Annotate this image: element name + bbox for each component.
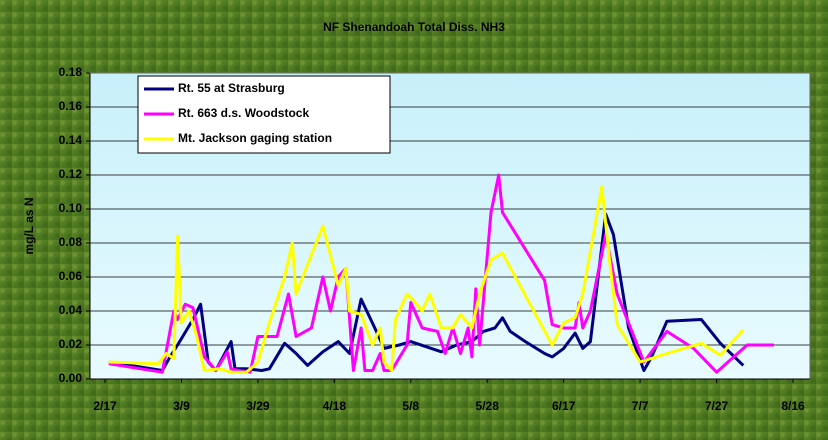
- x-tick-label: 3/29: [246, 399, 270, 413]
- x-tick-label: 7/7: [632, 399, 649, 413]
- x-tick-label: 7/27: [705, 399, 729, 413]
- legend-box: [137, 75, 391, 154]
- x-tick-label: 6/17: [552, 399, 576, 413]
- y-tick-label: 0.18: [59, 65, 83, 79]
- y-tick-label: 0.04: [59, 303, 83, 317]
- y-tick-label: 0.16: [59, 99, 83, 113]
- y-tick-label: 0.12: [59, 167, 83, 181]
- x-tick-label: 5/8: [402, 399, 419, 413]
- y-tick-label: 0.00: [59, 371, 83, 385]
- y-axis-label: mg/L as N: [22, 197, 36, 254]
- y-tick-label: 0.02: [59, 337, 83, 351]
- x-tick-label: 2/17: [93, 399, 117, 413]
- y-tick-label: 0.08: [59, 235, 83, 249]
- series-line: [108, 173, 774, 374]
- x-tick-label: 5/28: [476, 399, 500, 413]
- x-tick-label: 4/18: [323, 399, 347, 413]
- x-tick-label: 3/9: [173, 399, 190, 413]
- chart-title: NF Shenandoah Total Diss. NH3: [323, 20, 505, 34]
- y-tick-label: 0.06: [59, 269, 83, 283]
- x-tick-label: 8/16: [781, 399, 805, 413]
- legend-label: Rt. 55 at Strasburg: [178, 81, 285, 95]
- series-line: [108, 185, 745, 374]
- y-tick-label: 0.14: [59, 133, 83, 147]
- legend-label: Mt. Jackson gaging station: [178, 131, 332, 145]
- legend-label: Rt. 663 d.s. Woodstock: [178, 106, 309, 120]
- y-tick-label: 0.10: [59, 201, 83, 215]
- series-line: [108, 212, 745, 372]
